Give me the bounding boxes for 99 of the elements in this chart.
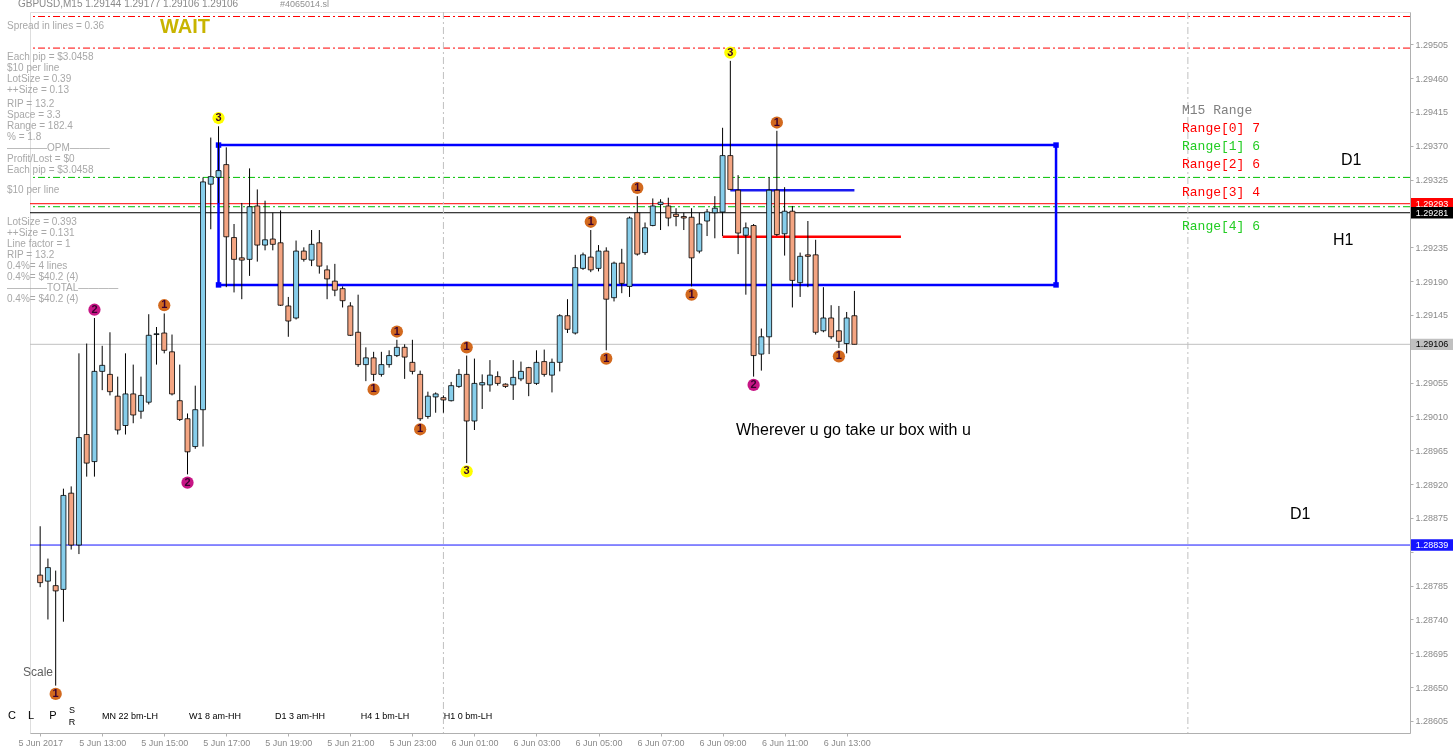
y-tick-label: 1.28605 — [1415, 716, 1449, 727]
x-tick-label: 5 Jun 19:00 — [265, 737, 313, 747]
annotation: Range[1] 6 — [1182, 139, 1261, 154]
x-tick-label: 5 Jun 2017 — [18, 737, 63, 747]
x-tick-label: 5 Jun 15:00 — [141, 737, 189, 747]
annotation: Profit/Lost = $0 — [7, 153, 75, 164]
ref-line-label: 1.29293 — [1415, 198, 1449, 209]
y-tick-label: 1.28875 — [1415, 513, 1449, 524]
x-tick-label: 6 Jun 07:00 — [637, 737, 685, 747]
annotation: Line factor = 1 — [7, 238, 72, 249]
annotation: Spread in lines = 0.36 — [7, 20, 105, 31]
annotation: 2 — [750, 377, 757, 390]
y-tick-label: 1.29415 — [1415, 107, 1449, 118]
annotation: D1 — [1290, 505, 1311, 522]
annotation: $10 per line — [7, 62, 60, 73]
annotation: ————TOTAL———— — [7, 282, 119, 293]
y-tick-label: 1.29010 — [1415, 411, 1449, 422]
y-tick-label: 1.28785 — [1415, 581, 1449, 592]
annotation: 1 — [370, 382, 377, 395]
annotation: RIP = 13.2 — [7, 98, 55, 109]
annotation: WAIT — [160, 15, 210, 37]
annotation: LotSize = 0.39 — [7, 73, 72, 84]
annotation: Range[4] 6 — [1182, 219, 1261, 234]
y-tick-label: 1.29145 — [1415, 310, 1449, 321]
x-tick-label: 6 Jun 03:00 — [513, 737, 561, 747]
y-tick-label: 1.29325 — [1415, 175, 1449, 186]
annotation: RIP = 13.2 — [7, 249, 55, 260]
y-tick-label: 1.28695 — [1415, 648, 1449, 659]
annotation: H1 0 bm-LH — [443, 711, 493, 721]
x-tick-label: 5 Jun 21:00 — [327, 737, 375, 747]
annotation: 0.4%= $40.2 (4) — [7, 293, 79, 304]
annotation: ————OPM———— — [7, 142, 110, 153]
annotation: S — [68, 705, 76, 715]
annotation: 0.4%= 4 lines — [7, 260, 68, 271]
chart-title: GBPUSD,M15 1.29144 1.29177 1.29106 1.29106 — [18, 0, 239, 9]
annotation: 1 — [634, 180, 641, 193]
annotation: H1 — [1333, 231, 1354, 248]
x-tick-label: 6 Jun 11:00 — [761, 737, 809, 747]
annotation: 2 — [91, 302, 98, 315]
annotation: 1 — [161, 298, 168, 311]
annotation: $10 per line — [7, 184, 60, 195]
y-tick-label: 1.29505 — [1415, 39, 1449, 50]
x-tick-label: 6 Jun 09:00 — [699, 737, 747, 747]
annotation: 2 — [184, 475, 191, 488]
annotation: Range[0] 7 — [1182, 121, 1261, 136]
y-tick-label: 1.29370 — [1415, 141, 1449, 152]
annotation: D1 — [1341, 151, 1362, 168]
annotation: Range[3] 4 — [1182, 185, 1261, 200]
annotation: W1 8 am-HH — [188, 711, 242, 721]
ref-line-label: 1.29106 — [1415, 339, 1449, 350]
annotation: P — [49, 709, 57, 721]
annotation: Space = 3.3 — [7, 109, 62, 120]
annotation: 1 — [417, 422, 424, 435]
y-tick-label: 1.29055 — [1415, 378, 1449, 389]
annotation: Range = 182.4 — [7, 120, 74, 131]
x-tick-label: 5 Jun 23:00 — [389, 737, 437, 747]
y-tick-label: 1.28650 — [1415, 682, 1449, 693]
x-tick-label: 6 Jun 01:00 — [451, 737, 499, 747]
annotation: 1 — [773, 115, 780, 128]
y-tick-label: 1.29235 — [1415, 242, 1449, 253]
annotation: M15 Range — [1182, 103, 1253, 118]
ref-line-label: 1.29281 — [1415, 207, 1449, 218]
x-tick-label: 5 Jun 17:00 — [203, 737, 251, 747]
annotation: Each pip = $3.0458 — [7, 51, 94, 62]
annotation: 1 — [52, 686, 59, 699]
ref-line-label: 1.28839 — [1415, 540, 1449, 551]
annotation: Scale — [22, 665, 54, 679]
text: L — [27, 709, 35, 721]
y-tick-label: 1.28740 — [1415, 614, 1449, 625]
annotation: 1 — [393, 324, 400, 337]
text: C — [8, 709, 17, 721]
annotation: Range[2] 6 — [1182, 157, 1261, 172]
annotation: 1 — [603, 351, 610, 364]
annotation: ++Size = 0.131 — [7, 227, 75, 238]
y-tick-label: 1.28920 — [1415, 479, 1449, 490]
y-tick-label: 1.28965 — [1415, 445, 1449, 456]
annotation: 1 — [835, 349, 842, 362]
annotation: 3 — [215, 111, 222, 124]
annotation: MN 22 bm-LH — [101, 711, 159, 721]
annotation: H4 1 bm-LH — [360, 711, 410, 721]
y-tick-label: 1.29190 — [1415, 276, 1449, 287]
annotation: Wherever u go take ur box with u — [736, 421, 971, 438]
annotation: 3 — [463, 464, 470, 477]
annotation: 1 — [688, 287, 695, 300]
x-tick-label: 6 Jun 13:00 — [823, 737, 871, 747]
annotation: 1 — [587, 214, 594, 227]
annotation: R — [68, 717, 76, 727]
annotation: 1 — [463, 340, 470, 353]
annotation: 0.4%= $40.2 (4) — [7, 271, 79, 282]
x-tick-label: 6 Jun 05:00 — [575, 737, 623, 747]
annotation: Each pip = $3.0458 — [7, 164, 94, 175]
annotation: 3 — [727, 45, 734, 58]
text: #4065014.sl — [280, 0, 330, 9]
annotation: % = 1.8 — [7, 131, 42, 142]
annotation: ++Size = 0.13 — [7, 84, 70, 95]
annotation: LotSize = 0.393 — [7, 216, 78, 227]
x-tick-label: 5 Jun 13:00 — [79, 737, 127, 747]
y-tick-label: 1.29460 — [1415, 73, 1449, 84]
annotation: D1 3 am-HH — [274, 711, 326, 721]
